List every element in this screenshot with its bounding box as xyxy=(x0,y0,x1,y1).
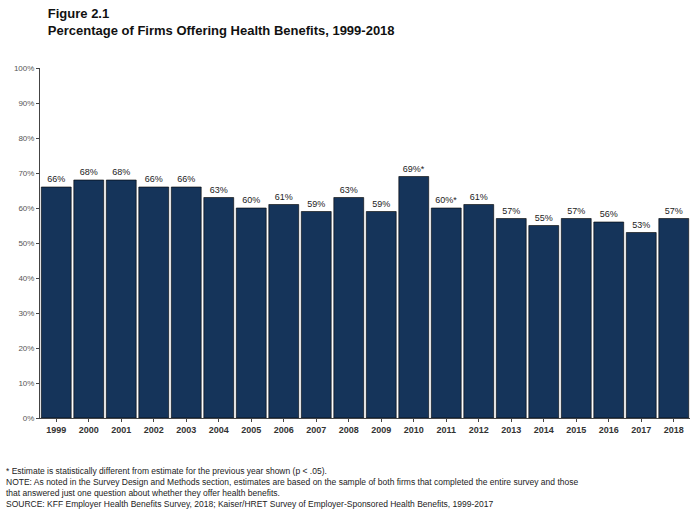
svg-text:66%: 66% xyxy=(47,174,65,184)
svg-text:69%*: 69%* xyxy=(403,164,425,174)
svg-text:63%: 63% xyxy=(340,185,358,195)
svg-text:2011: 2011 xyxy=(436,425,456,435)
svg-text:100%: 100% xyxy=(14,64,34,73)
svg-text:10%: 10% xyxy=(18,379,34,388)
svg-text:2014: 2014 xyxy=(534,425,554,435)
svg-text:80%: 80% xyxy=(18,134,34,143)
svg-text:60%*: 60%* xyxy=(435,195,457,205)
svg-text:53%: 53% xyxy=(632,220,650,230)
svg-text:2007: 2007 xyxy=(306,425,326,435)
svg-text:30%: 30% xyxy=(18,309,34,318)
svg-text:2012: 2012 xyxy=(469,425,489,435)
svg-text:61%: 61% xyxy=(275,192,293,202)
svg-text:66%: 66% xyxy=(177,174,195,184)
svg-text:2000: 2000 xyxy=(79,425,99,435)
svg-text:66%: 66% xyxy=(145,174,163,184)
svg-text:2010: 2010 xyxy=(404,425,424,435)
svg-text:68%: 68% xyxy=(80,167,98,177)
svg-text:2005: 2005 xyxy=(241,425,261,435)
svg-text:2015: 2015 xyxy=(566,425,586,435)
svg-text:2016: 2016 xyxy=(599,425,619,435)
svg-text:50%: 50% xyxy=(18,239,34,248)
svg-text:Figure 2.1Percentage of Firms: Figure 2.1Percentage of Firms Offering H… xyxy=(48,6,395,38)
svg-text:2018: 2018 xyxy=(664,425,684,435)
svg-text:57%: 57% xyxy=(665,206,683,216)
svg-text:59%: 59% xyxy=(372,199,390,209)
svg-text:2009: 2009 xyxy=(371,425,391,435)
svg-text:2008: 2008 xyxy=(339,425,359,435)
svg-text:55%: 55% xyxy=(535,213,553,223)
svg-text:2006: 2006 xyxy=(274,425,294,435)
svg-text:61%: 61% xyxy=(470,192,488,202)
svg-text:2017: 2017 xyxy=(631,425,651,435)
svg-text:2013: 2013 xyxy=(501,425,521,435)
svg-text:2002: 2002 xyxy=(144,425,164,435)
svg-text:2004: 2004 xyxy=(209,425,229,435)
svg-text:57%: 57% xyxy=(502,206,520,216)
svg-text:60%: 60% xyxy=(242,195,260,205)
svg-text:0%: 0% xyxy=(23,414,35,423)
svg-text:56%: 56% xyxy=(600,209,618,219)
svg-text:1999: 1999 xyxy=(46,425,66,435)
svg-text:* Estimate is statistically di: * Estimate is statistically different fr… xyxy=(6,466,578,509)
svg-text:59%: 59% xyxy=(307,199,325,209)
svg-text:63%: 63% xyxy=(210,185,228,195)
svg-text:40%: 40% xyxy=(18,274,34,283)
svg-text:68%: 68% xyxy=(112,167,130,177)
svg-text:20%: 20% xyxy=(18,344,34,353)
svg-text:60%: 60% xyxy=(18,204,34,213)
svg-text:70%: 70% xyxy=(18,169,34,178)
svg-text:2001: 2001 xyxy=(111,425,131,435)
svg-text:57%: 57% xyxy=(567,206,585,216)
svg-text:90%: 90% xyxy=(18,99,34,108)
svg-text:2003: 2003 xyxy=(176,425,196,435)
